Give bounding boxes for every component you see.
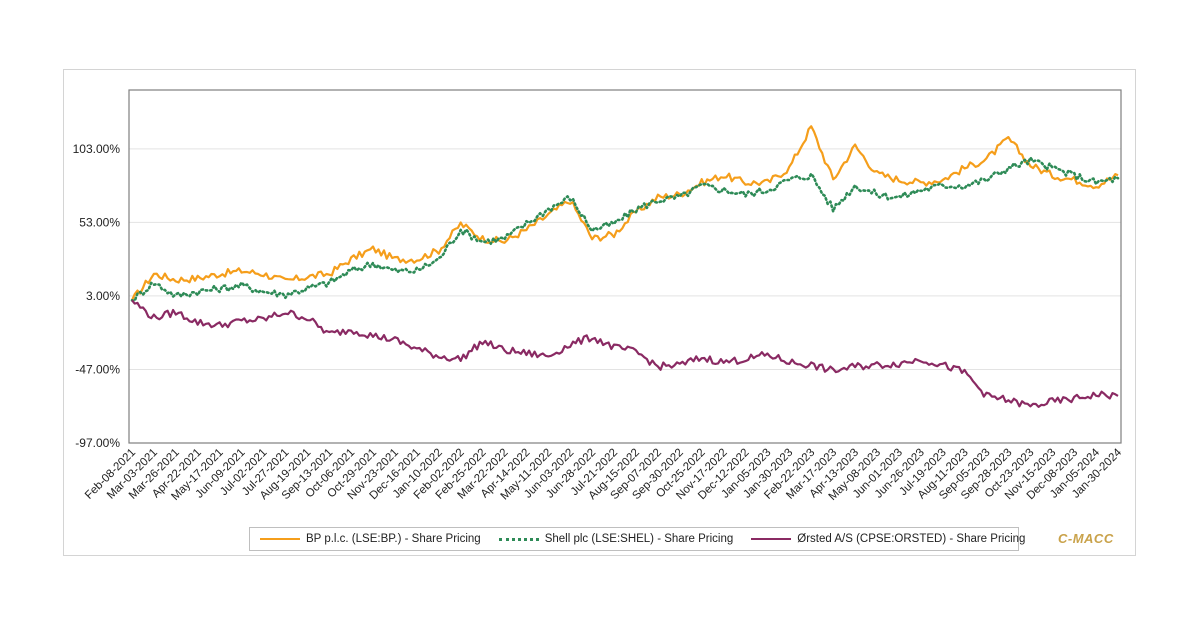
legend-swatch-orsted bbox=[751, 538, 792, 540]
y-tick-label: 3.00% bbox=[86, 289, 120, 303]
chart-frame: 103.00% 53.00% 3.00% -47.00% -97.00% Feb-08-… bbox=[63, 69, 1136, 556]
brand-logo: C-MACC bbox=[1058, 531, 1114, 546]
line-chart: 103.00%53.00%3.00%-47.00%-97.00% Feb-08-… bbox=[73, 89, 1125, 503]
legend: BP p.l.c. (LSE:BP.) - Share Pricing Shel… bbox=[249, 527, 1025, 551]
y-tick-label: 103.00% bbox=[73, 142, 121, 156]
y-tick-label: -97.00% bbox=[75, 436, 120, 450]
legend-swatch-shell bbox=[498, 537, 539, 541]
series-line-orsted bbox=[131, 299, 1119, 408]
y-tick-label: -47.00% bbox=[75, 362, 120, 376]
legend-item-bp: BP p.l.c. (LSE:BP.) - Share Pricing bbox=[260, 533, 481, 545]
legend-item-shell: Shell plc (LSE:SHEL) - Share Pricing bbox=[498, 533, 734, 545]
plot-area bbox=[128, 89, 1122, 444]
legend-item-orsted: Ørsted A/S (CPSE:ORSTED) - Share Pricing bbox=[751, 533, 1025, 545]
legend-label-shell: Shell plc (LSE:SHEL) - Share Pricing bbox=[544, 533, 734, 545]
legend-swatch-bp bbox=[260, 538, 300, 540]
series-line-shell bbox=[130, 156, 1120, 303]
series-line-bp bbox=[130, 125, 1119, 301]
legend-label-orsted: Ørsted A/S (CPSE:ORSTED) - Share Pricing bbox=[797, 533, 1026, 545]
y-tick-label: 53.00% bbox=[79, 215, 120, 229]
legend-label-bp: BP p.l.c. (LSE:BP.) - Share Pricing bbox=[306, 533, 481, 545]
